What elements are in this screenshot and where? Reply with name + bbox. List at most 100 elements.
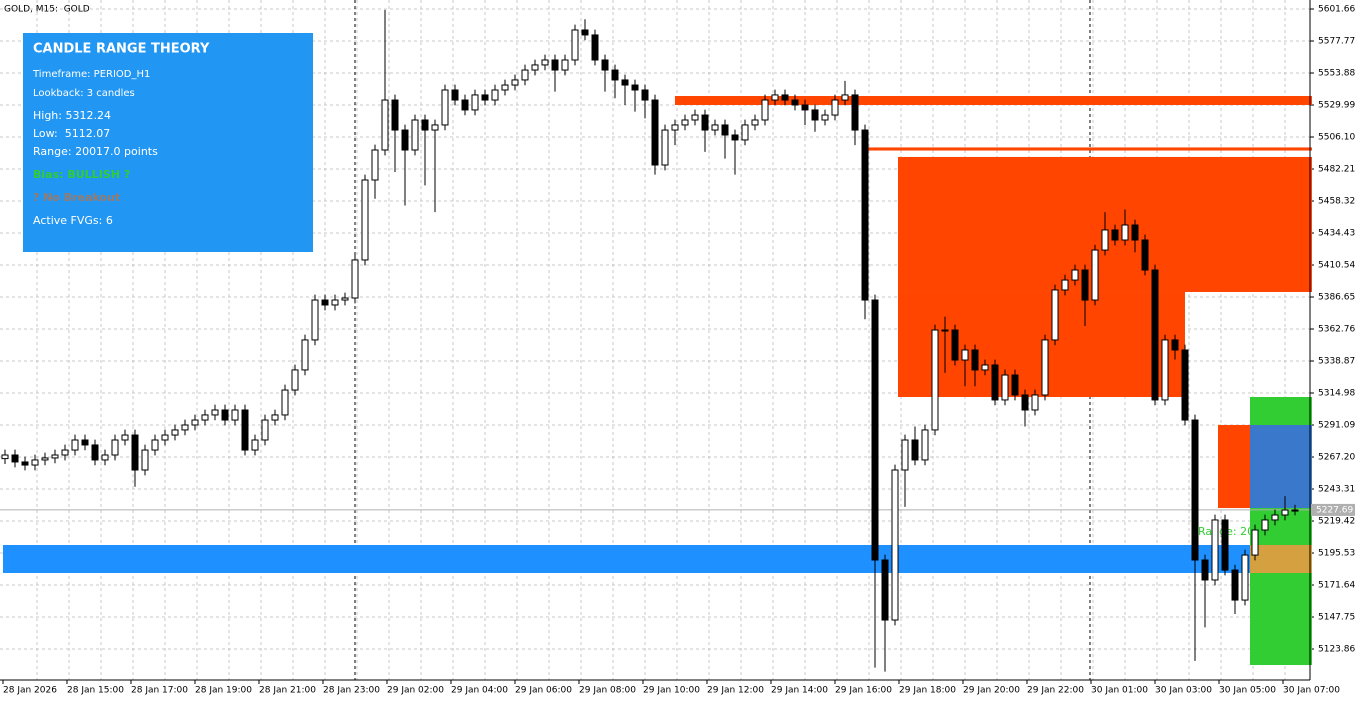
candle-body [1181, 349, 1189, 421]
candle-body [891, 469, 899, 621]
candle-body [231, 409, 239, 421]
candle-body [461, 99, 469, 111]
candle-body [541, 59, 549, 66]
candle-body [871, 299, 879, 561]
y-tick-label: 5601.66 [1318, 5, 1355, 15]
candle-body [1261, 519, 1269, 531]
y-tick-label: 5434.43 [1318, 229, 1355, 239]
candle-body [1201, 559, 1209, 581]
zone [1250, 396, 1312, 425]
candle-body [1021, 394, 1029, 411]
candle-body [721, 124, 729, 136]
x-tick-label: 30 Jan 01:00 [1091, 686, 1148, 696]
y-tick-label: 5314.98 [1318, 389, 1355, 399]
candle-body [1171, 339, 1179, 351]
y-tick-label: 5386.65 [1318, 293, 1355, 303]
candle-body [931, 329, 939, 431]
candle-body [701, 114, 709, 131]
y-tick-label: 5219.42 [1318, 517, 1355, 527]
y-tick-label: 5577.77 [1318, 37, 1355, 47]
candle-body [1, 454, 9, 460]
candle-body [1061, 279, 1069, 291]
candle-body [1011, 374, 1019, 396]
candle-body [111, 439, 119, 456]
candle-body [211, 409, 219, 416]
candle-body [371, 149, 379, 181]
candle-body [711, 124, 719, 131]
panel-line: Timeframe: PERIOD_H1 [32, 69, 150, 80]
candle-body [521, 69, 529, 81]
candle-body [531, 64, 539, 71]
x-tick-label: 28 Jan 21:00 [259, 686, 316, 696]
candle-body [241, 409, 249, 451]
x-tick-label: 30 Jan 07:00 [1283, 686, 1340, 696]
candle-body [101, 454, 109, 461]
candle-body [361, 179, 369, 261]
candle-body [401, 129, 409, 151]
candle-body [791, 99, 799, 106]
zone [3, 545, 1250, 574]
candle-body [261, 419, 269, 441]
candle-body [121, 434, 129, 441]
y-tick-label: 5362.76 [1318, 325, 1355, 335]
candle-body [1121, 224, 1129, 241]
candle-body [221, 409, 229, 421]
candle-body [1161, 339, 1169, 401]
candle-body [1041, 339, 1049, 396]
x-tick-label: 29 Jan 12:00 [707, 686, 764, 696]
candle-body [821, 114, 829, 121]
candle-body [291, 369, 299, 391]
candle-body [471, 94, 479, 111]
candle-body [1211, 519, 1219, 581]
candle-body [981, 364, 989, 371]
candle-body [1131, 224, 1139, 241]
candle-body [841, 94, 849, 101]
panel-title: CANDLE RANGE THEORY [33, 42, 210, 57]
zone [867, 147, 1312, 151]
candle-body [151, 439, 159, 451]
panel-line: Range: 20017.0 points [33, 145, 158, 158]
candle-body [441, 89, 449, 126]
candle-body [591, 34, 599, 61]
candle-body [1081, 269, 1089, 301]
candle-body [611, 69, 619, 81]
candle-body [961, 349, 969, 361]
candle-body [1191, 419, 1199, 561]
candle-body [571, 29, 579, 61]
candle-body [201, 414, 209, 421]
candle-body [321, 299, 329, 306]
candle-body [1291, 509, 1299, 512]
candle-body [1051, 289, 1059, 341]
zone [1250, 573, 1312, 666]
candle-body [1111, 229, 1119, 241]
y-tick-label: 5410.54 [1318, 261, 1355, 271]
candle-body [661, 129, 669, 166]
panel-line: Active FVGs: 6 [33, 214, 113, 227]
candle-body [1101, 229, 1109, 251]
x-tick-label: 29 Jan 14:00 [771, 686, 828, 696]
candle-body [691, 114, 699, 121]
candle-body [191, 419, 199, 426]
candle-body [621, 79, 629, 86]
panel-line: ? No Breakout [33, 191, 120, 204]
candle-body [31, 459, 39, 466]
y-tick-label: 5147.75 [1318, 613, 1355, 623]
y-tick-label: 5267.20 [1318, 453, 1355, 463]
panel-line: Bias: BULLISH ? [33, 168, 130, 181]
candle-body [351, 259, 359, 299]
x-tick-label: 30 Jan 05:00 [1219, 686, 1276, 696]
y-tick-label: 5171.64 [1318, 581, 1355, 591]
candle-body [81, 439, 89, 446]
candle-body [431, 124, 439, 131]
candle-body [991, 364, 999, 401]
candle-body [251, 439, 259, 451]
candle-body [771, 94, 779, 101]
candle-body [861, 129, 869, 301]
candle-body [181, 424, 189, 431]
candle-body [451, 89, 459, 101]
candle-body [811, 109, 819, 121]
y-tick-label: 5291.09 [1318, 421, 1355, 431]
price-tag [1311, 503, 1355, 516]
x-tick-label: 29 Jan 18:00 [899, 686, 956, 696]
zone [1218, 424, 1250, 509]
